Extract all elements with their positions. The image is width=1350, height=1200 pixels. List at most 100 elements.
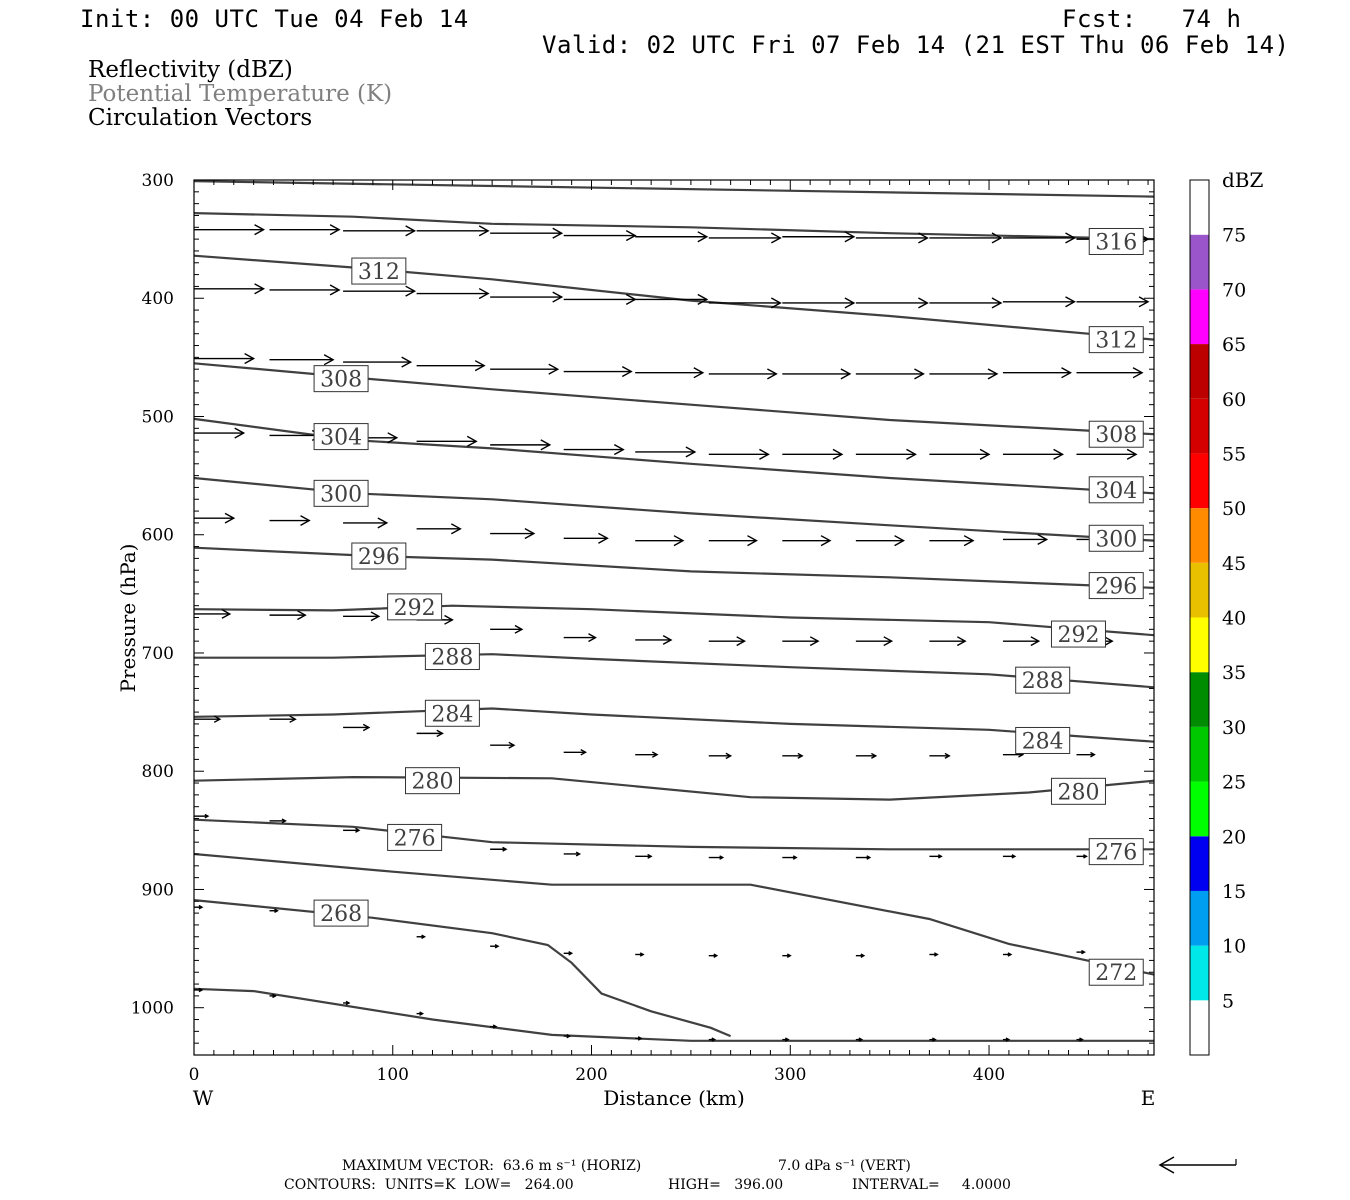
svg-text:312: 312 bbox=[358, 260, 400, 285]
contour-label-284: 284 bbox=[424, 699, 480, 727]
circulation-vector bbox=[708, 448, 770, 460]
svg-text:288: 288 bbox=[431, 646, 473, 671]
footer-max-vector: MAXIMUM VECTOR: 63.6 m s⁻¹ (HORIZ) bbox=[342, 1158, 642, 1174]
circulation-vector bbox=[929, 636, 967, 647]
isentrope-288 bbox=[194, 653, 1155, 689]
circulation-vector bbox=[416, 435, 478, 447]
circulation-vector bbox=[194, 904, 204, 910]
colorbar-label: 70 bbox=[1222, 279, 1246, 301]
colorbar-label: 40 bbox=[1222, 608, 1246, 630]
circulation-vector bbox=[416, 934, 427, 940]
circulation-vector bbox=[269, 354, 335, 366]
x-axis-title: Distance (km) bbox=[603, 1086, 745, 1110]
circulation-vector bbox=[490, 624, 524, 634]
forecast-hour: Fcst: 74 h bbox=[1062, 5, 1242, 33]
circulation-vector bbox=[563, 365, 633, 378]
contour-label-284: 284 bbox=[1015, 726, 1071, 754]
circulation-vector bbox=[635, 367, 705, 379]
circulation-vector bbox=[194, 987, 204, 993]
isentrope-312 bbox=[193, 212, 1155, 241]
svg-text:300: 300 bbox=[320, 482, 362, 507]
circulation-vector bbox=[708, 297, 782, 309]
isentrope-316 bbox=[193, 180, 1155, 198]
circulation-vector bbox=[1002, 636, 1041, 647]
circulation-vector bbox=[416, 225, 490, 237]
field-circulation-vectors: Circulation Vectors bbox=[88, 105, 313, 131]
circulation-vector bbox=[194, 427, 246, 439]
circulation-vector bbox=[563, 951, 574, 956]
colorbar-bin bbox=[1190, 508, 1209, 563]
circulation-vector bbox=[929, 854, 943, 859]
circulation-vector bbox=[343, 356, 413, 368]
circulation-vector bbox=[1076, 949, 1086, 955]
circulation-vector bbox=[343, 285, 417, 297]
circulation-vector bbox=[782, 368, 852, 380]
y-tick-label: 400 bbox=[142, 289, 174, 309]
circulation-vector bbox=[855, 752, 878, 759]
x-tick-label: 200 bbox=[575, 1065, 607, 1085]
isentrope-280 bbox=[193, 775, 1155, 801]
contour-label-280: 280 bbox=[1050, 777, 1106, 805]
y-tick-label: 900 bbox=[142, 880, 174, 900]
footer-high: HIGH= 396.00 bbox=[668, 1177, 784, 1193]
circulation-vector bbox=[855, 953, 866, 958]
svg-text:292: 292 bbox=[394, 596, 436, 621]
footer-max-vert: 7.0 dPa s⁻¹ (VERT) bbox=[778, 1158, 911, 1174]
circulation-vector bbox=[563, 532, 609, 544]
y-tick-label: 700 bbox=[142, 644, 174, 664]
circulation-vector bbox=[194, 283, 266, 295]
colorbar-label: 55 bbox=[1222, 443, 1246, 465]
y-tick-label: 800 bbox=[142, 762, 174, 782]
x-tick-label: 0 bbox=[189, 1065, 200, 1085]
isentrope-268 bbox=[193, 899, 732, 1038]
contour-label-312: 312 bbox=[351, 257, 407, 285]
circulation-vector bbox=[1076, 296, 1150, 308]
colorbar-bin bbox=[1190, 672, 1209, 727]
circulation-vector bbox=[194, 813, 210, 819]
circulation-vector bbox=[1076, 751, 1096, 758]
circulation-vector bbox=[490, 1024, 498, 1029]
isentrope-276 bbox=[193, 818, 1154, 851]
circulation-vector bbox=[490, 943, 500, 949]
circulation-vector bbox=[490, 527, 536, 540]
circulation-vector bbox=[782, 636, 820, 647]
circulation-vector bbox=[563, 1033, 572, 1039]
circulation-vector bbox=[563, 633, 597, 643]
circulation-vector bbox=[490, 291, 564, 303]
circulation-vector bbox=[855, 232, 929, 244]
svg-text:304: 304 bbox=[1095, 479, 1137, 504]
colorbar-label: 65 bbox=[1222, 334, 1246, 356]
svg-text:308: 308 bbox=[1095, 423, 1137, 448]
colorbar-bin bbox=[1190, 234, 1209, 290]
circulation-vector bbox=[1076, 854, 1088, 859]
circulation-vector bbox=[416, 1011, 425, 1016]
circulation-vector bbox=[855, 297, 929, 309]
circulation-vector bbox=[635, 446, 697, 458]
contour-label-276: 276 bbox=[1088, 838, 1144, 866]
footer-contours: CONTOURS: UNITS=K LOW= 264.00 bbox=[284, 1177, 574, 1193]
circulation-vector bbox=[490, 741, 516, 749]
circulation-vector bbox=[194, 352, 256, 365]
circulation-vector bbox=[1076, 367, 1144, 379]
circulation-vector bbox=[343, 611, 381, 622]
circulation-vector bbox=[929, 448, 991, 460]
circulation-vector bbox=[1002, 232, 1076, 244]
y-tick-label: 1000 bbox=[131, 999, 174, 1019]
reference-vector-icon bbox=[1158, 1156, 1237, 1174]
circulation-vector bbox=[635, 952, 645, 957]
circulation-vector bbox=[1002, 533, 1049, 546]
circulation-vector bbox=[343, 723, 371, 732]
colorbar-bin bbox=[1190, 398, 1209, 454]
colorbar-label: 10 bbox=[1222, 936, 1246, 958]
colorbar-label: 15 bbox=[1222, 881, 1246, 903]
colorbar-bin bbox=[1190, 453, 1209, 509]
circulation-vector bbox=[416, 287, 490, 300]
circulation-vector bbox=[194, 609, 232, 619]
colorbar-bin bbox=[1190, 726, 1209, 782]
circulation-vector bbox=[708, 752, 733, 760]
y-axis-title: Pressure (hPa) bbox=[116, 544, 140, 693]
circulation-vector bbox=[635, 1036, 643, 1041]
contour-label-292: 292 bbox=[1050, 620, 1106, 648]
colorbar-label: 45 bbox=[1222, 553, 1246, 575]
